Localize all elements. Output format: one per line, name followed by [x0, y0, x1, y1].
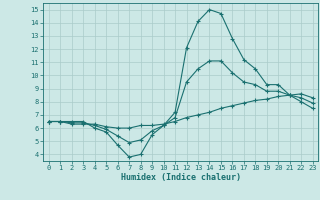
X-axis label: Humidex (Indice chaleur): Humidex (Indice chaleur): [121, 173, 241, 182]
